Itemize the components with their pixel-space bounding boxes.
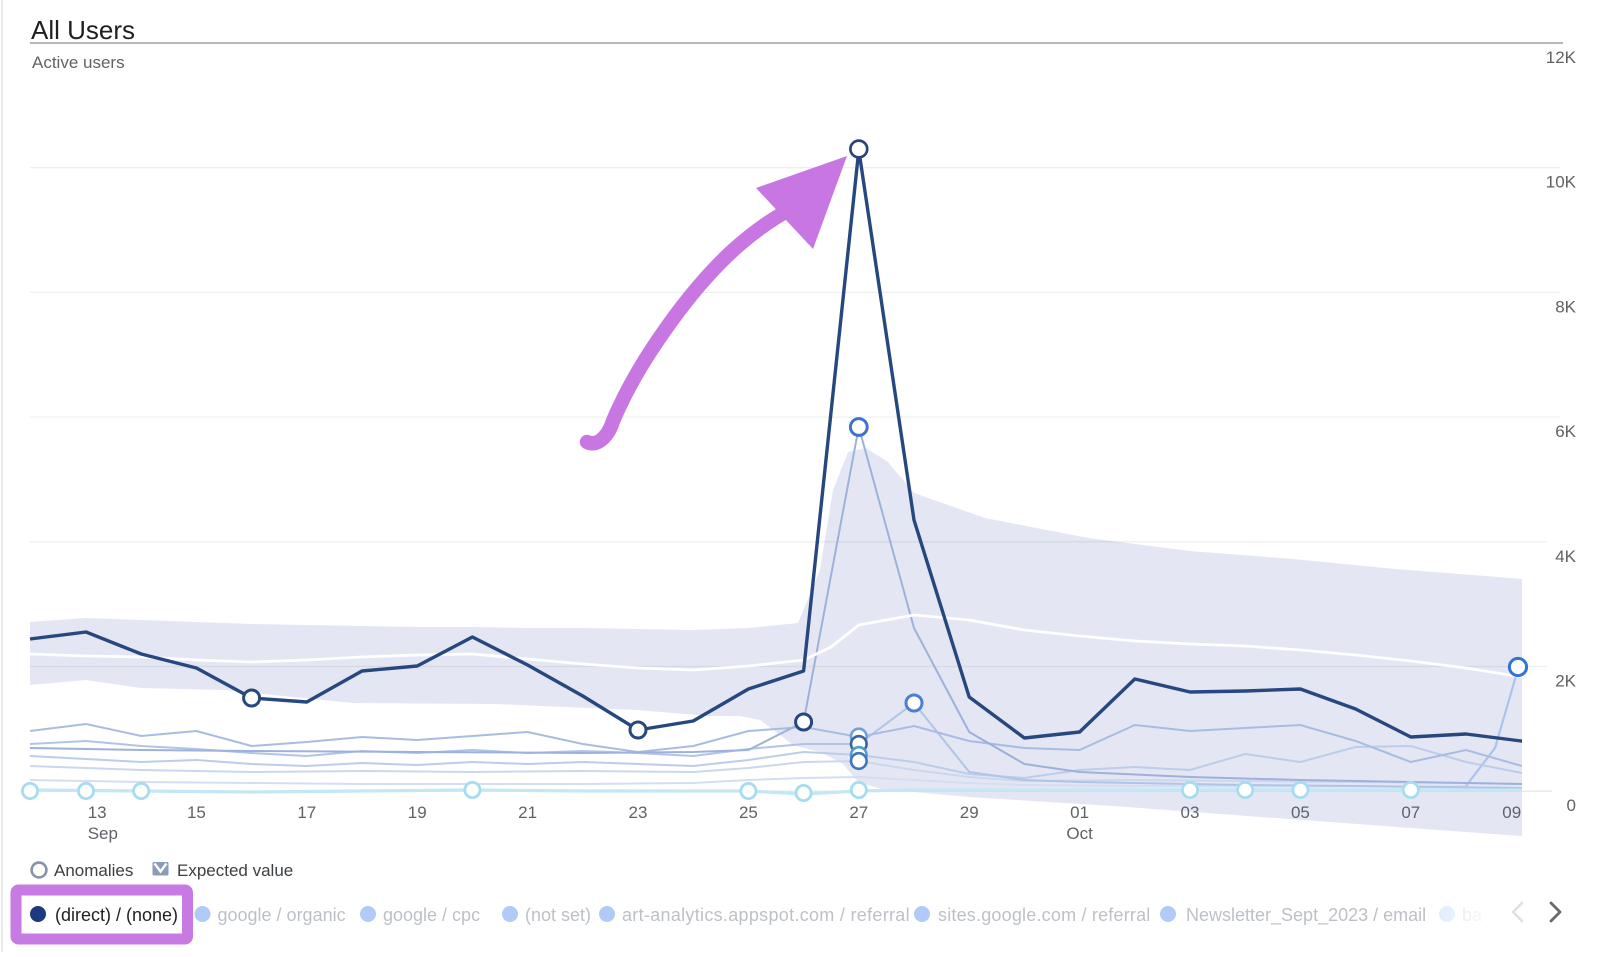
- svg-text:Newsletter_Sept_2023 / email: Newsletter_Sept_2023 / email: [1186, 905, 1426, 926]
- svg-text:25: 25: [739, 803, 758, 822]
- svg-text:art-analytics.appspot.com / re: art-analytics.appspot.com / referral: [622, 905, 910, 925]
- svg-text:09: 09: [1502, 803, 1521, 822]
- svg-text:17: 17: [297, 803, 316, 822]
- svg-text:05: 05: [1291, 803, 1310, 822]
- svg-text:6K: 6K: [1555, 422, 1576, 441]
- svg-text:2K: 2K: [1555, 672, 1576, 691]
- svg-text:13: 13: [88, 803, 107, 822]
- svg-text:4K: 4K: [1555, 547, 1576, 566]
- svg-text:23: 23: [629, 803, 648, 822]
- svg-text:10K: 10K: [1546, 173, 1577, 192]
- svg-text:All Users: All Users: [31, 15, 135, 45]
- svg-text:Sep: Sep: [88, 824, 118, 843]
- svg-text:12K: 12K: [1546, 48, 1577, 67]
- svg-text:(direct) / (none): (direct) / (none): [55, 905, 178, 925]
- svg-text:19: 19: [408, 803, 427, 822]
- svg-text:01: 01: [1070, 803, 1089, 822]
- svg-text:google / organic: google / organic: [218, 905, 346, 925]
- svg-text:google / cpc: google / cpc: [383, 905, 480, 925]
- svg-text:Active users: Active users: [32, 53, 125, 72]
- svg-text:03: 03: [1181, 803, 1200, 822]
- svg-text:0: 0: [1567, 796, 1576, 815]
- svg-text:8K: 8K: [1555, 297, 1576, 316]
- svg-text:Anomalies: Anomalies: [54, 861, 133, 880]
- svg-text:07: 07: [1401, 803, 1420, 822]
- svg-text:27: 27: [849, 803, 868, 822]
- svg-text:Oct: Oct: [1066, 824, 1093, 843]
- svg-text:(not set): (not set): [525, 905, 591, 925]
- svg-text:29: 29: [960, 803, 979, 822]
- svg-text:sites.google.com / referral: sites.google.com / referral: [938, 905, 1151, 925]
- svg-text:15: 15: [187, 803, 206, 822]
- svg-text:Expected value: Expected value: [177, 861, 293, 880]
- svg-text:21: 21: [518, 803, 537, 822]
